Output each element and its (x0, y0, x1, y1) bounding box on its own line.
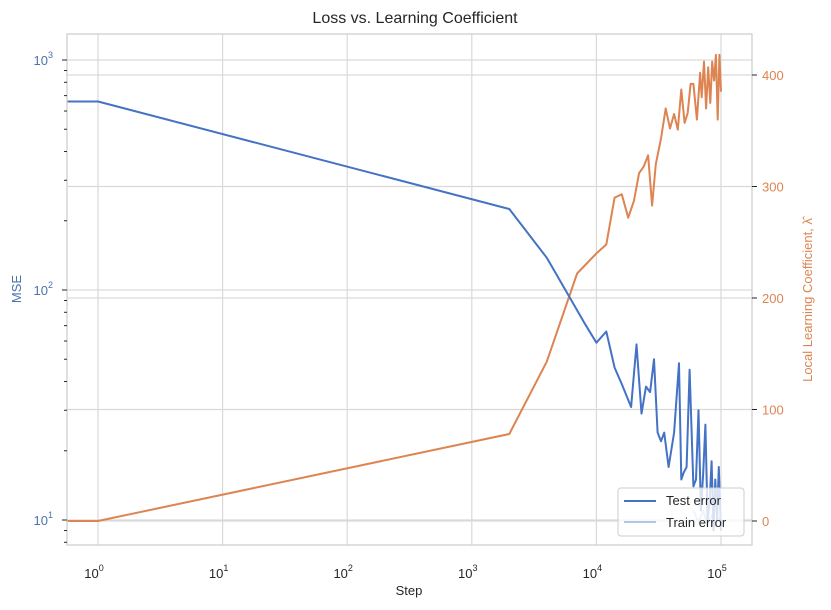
series-layer (67, 53, 722, 532)
legend: Test error Train error (617, 487, 745, 537)
legend-label-train-error: Train error (666, 515, 727, 530)
x-tick-label: 101 (209, 563, 228, 581)
x-tick-label: 104 (583, 563, 602, 581)
x-tick-label: 100 (84, 563, 103, 581)
x-tick-label: 103 (458, 563, 477, 581)
grid-lines (67, 34, 752, 545)
y-right-tick-label: 200 (762, 291, 784, 306)
x-axis-ticks: 100 101 102 103 104 105 (84, 563, 726, 581)
y-right-tick-label: 100 (762, 403, 784, 418)
x-tick-label: 102 (333, 563, 352, 581)
chart-title: Loss vs. Learning Coefficient (312, 10, 518, 27)
y-left-tick-label: 102 (34, 280, 53, 298)
series-local-learning-coefficient (67, 53, 722, 522)
y-left-tick-label: 101 (34, 510, 53, 528)
y-left-axis-label: MSE (9, 275, 24, 304)
y-right-tick-label: 0 (762, 514, 769, 529)
series-test-error (67, 100, 722, 532)
y-right-tick-label: 400 (762, 68, 784, 83)
y-right-tick-label: 300 (762, 180, 784, 195)
x-axis-label: Step (396, 583, 423, 598)
y-right-axis-label: Local Learning Coefficient, λ̂ (800, 215, 815, 382)
x-tick-label: 105 (707, 563, 726, 581)
legend-label-test-error: Test error (666, 493, 722, 508)
y-left-tick-label: 103 (34, 50, 53, 68)
y-left-axis-ticks: 101 102 103 (34, 50, 67, 543)
y-right-axis-ticks: 0 100 200 300 400 (752, 68, 784, 529)
